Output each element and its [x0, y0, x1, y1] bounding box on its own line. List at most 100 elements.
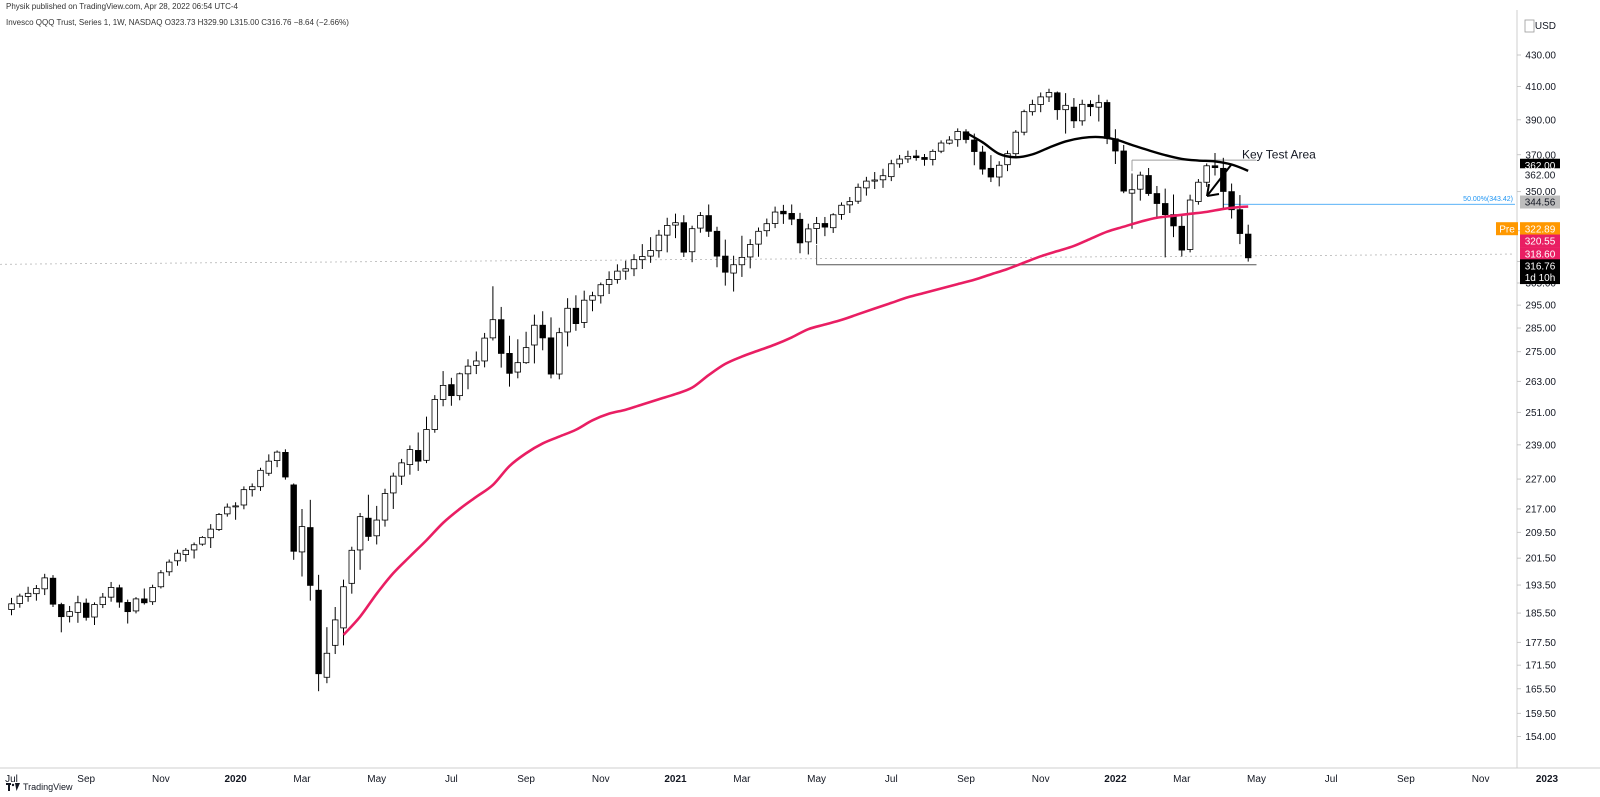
candle-up	[639, 256, 646, 261]
candle-up	[697, 215, 704, 229]
time-tick-label: Nov	[592, 774, 610, 785]
candle-up	[531, 324, 538, 346]
candle-down	[1245, 233, 1252, 259]
price-label: 322.89	[1525, 224, 1556, 235]
candle-up	[182, 549, 189, 555]
key-test-arrow	[1206, 164, 1232, 197]
key-test-area-label: Key Test Area	[1242, 147, 1316, 161]
candle-down	[979, 151, 986, 170]
candle-down	[497, 319, 505, 354]
published-info: Physik published on TradingView.com, Apr…	[6, 2, 238, 11]
price-tick-label: 390.00	[1525, 115, 1556, 126]
candle-up	[431, 399, 438, 430]
candle-up	[390, 475, 397, 494]
candle-up	[99, 596, 106, 605]
candle-up	[605, 279, 613, 285]
candle-down	[141, 598, 148, 604]
candle-down	[282, 451, 289, 478]
candle-up	[157, 572, 165, 588]
tradingview-logo[interactable]: TradingView	[6, 782, 73, 792]
price-tick-label: 171.50	[1525, 661, 1556, 672]
price-tick-label: 177.50	[1525, 638, 1556, 649]
candle-up	[331, 619, 339, 646]
candle-down	[913, 155, 920, 159]
candle-up	[1045, 92, 1053, 98]
candle-up	[199, 536, 206, 545]
candle-up	[888, 163, 895, 178]
candle-down	[1070, 106, 1078, 122]
candle-up	[614, 270, 621, 280]
candle-up	[481, 337, 488, 362]
candle-up	[763, 223, 770, 232]
time-tick-label: Sep	[1397, 774, 1415, 785]
time-tick-label: Sep	[957, 774, 975, 785]
price-label-bg	[1520, 168, 1560, 182]
candle-up	[348, 549, 355, 584]
candle-up	[597, 284, 604, 297]
time-axis: Jul Sep Nov 2020 Mar May Jul Sep Nov 2021 Mar May Ju…	[5, 774, 1558, 785]
candle-up	[871, 179, 878, 182]
candle-up	[174, 552, 181, 562]
annotations: Key Test Area	[1206, 147, 1316, 197]
time-tick-label: Mar	[1173, 774, 1191, 785]
price-tick-label: 285.00	[1525, 324, 1556, 335]
candle-up	[655, 234, 663, 252]
candle-up	[738, 256, 746, 266]
candle-up	[904, 155, 912, 160]
candle-down	[307, 527, 314, 586]
candle-down	[821, 223, 829, 228]
candle-up	[132, 598, 140, 612]
candle-up	[215, 514, 223, 530]
candle-up	[273, 451, 281, 461]
price-label: 362.00	[1525, 170, 1556, 181]
time-tick-label: Jul	[1325, 774, 1338, 785]
candle-down	[1178, 225, 1185, 251]
candle-up	[1128, 189, 1136, 194]
price-tick-label: 217.00	[1525, 504, 1556, 515]
candle-up	[522, 347, 530, 364]
candle-up	[1037, 96, 1044, 105]
time-tick-label: 2020	[224, 774, 247, 785]
candle-up	[647, 250, 654, 257]
candle-up	[1029, 104, 1036, 113]
time-tick-label: Nov	[1032, 774, 1050, 785]
candle-up	[190, 544, 198, 551]
candle-up	[688, 228, 696, 253]
candle-up	[398, 462, 405, 477]
time-tick-label: May	[1247, 774, 1266, 785]
candle-down	[116, 587, 123, 603]
time-tick-label: Nov	[152, 774, 170, 785]
price-tick-label: 209.50	[1525, 528, 1556, 539]
candle-up	[406, 449, 414, 465]
candle-up	[1062, 104, 1069, 111]
time-tick-label: 2023	[1536, 774, 1559, 785]
price-axis: 154.00 159.50 165.50 171.50 177.50 185.50 193.…	[1517, 19, 1556, 743]
candle-up	[664, 225, 671, 236]
candle-up	[224, 506, 231, 515]
price-tick-label: 295.00	[1525, 301, 1556, 312]
candle-up	[257, 469, 264, 488]
price-tick-label: 185.50	[1525, 609, 1556, 620]
price-label: Pre	[1499, 224, 1515, 235]
candle-down	[448, 384, 455, 397]
candle-up	[74, 602, 82, 613]
candle-up	[1203, 165, 1210, 183]
candle-up	[937, 142, 945, 152]
candle-up	[730, 264, 737, 274]
candle-up	[265, 460, 272, 474]
candle-down	[1145, 175, 1152, 194]
candle-down	[83, 602, 90, 618]
price-tick-label: 239.00	[1525, 440, 1556, 451]
candle-up	[1137, 174, 1144, 190]
candle-down	[722, 255, 729, 273]
candle-down	[1120, 150, 1127, 192]
price-tick-label: 159.50	[1525, 709, 1556, 720]
candle-down	[1211, 165, 1219, 169]
candle-up	[1195, 181, 1202, 202]
candle-up	[556, 332, 563, 375]
arrow-head-icon	[1206, 183, 1220, 197]
candle-down	[987, 167, 995, 178]
candle-down	[962, 131, 970, 140]
candle-down	[680, 222, 687, 253]
